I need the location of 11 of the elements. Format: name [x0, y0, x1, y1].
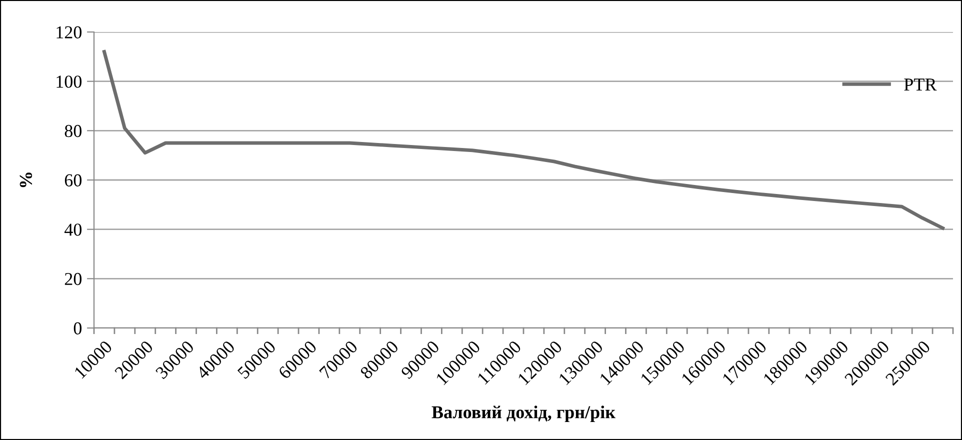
- y-tick-label: 80: [64, 124, 82, 138]
- line-series: [102, 50, 945, 230]
- y-tick-label: 0: [74, 322, 82, 334]
- y-tick-label: 20: [64, 272, 82, 286]
- legend-label: PTR: [904, 78, 937, 90]
- y-tick-label: 60: [64, 174, 82, 186]
- y-tick-label: 120: [56, 26, 82, 38]
- y-tick-label: 40: [64, 224, 82, 236]
- x-axis-title: Валовий дохід, грн/рік: [432, 406, 616, 422]
- y-tick-label: 100: [56, 76, 82, 88]
- y-axis-title: %: [20, 172, 32, 188]
